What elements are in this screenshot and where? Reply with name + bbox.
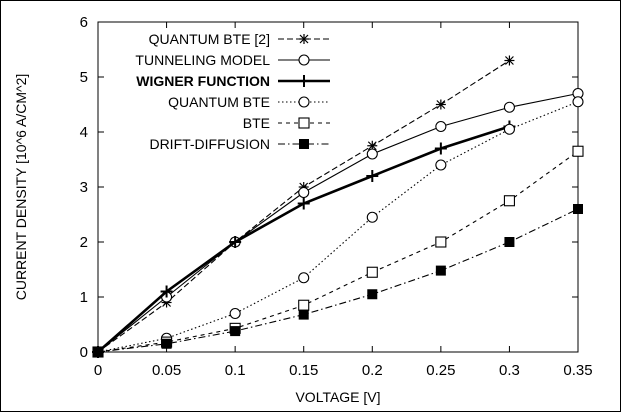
legend-label: BTE [243,115,270,131]
series-line [98,209,578,352]
y-axis-label: CURRENT DENSITY [10^6 A/CM^2] [13,74,29,301]
series-line [98,151,578,352]
x-tick-label: 0.35 [563,362,592,379]
legend-entry: DRIFT-DIFFUSION [149,136,330,152]
data-point-circle [504,124,514,134]
legend-label: WIGNER FUNCTION [136,73,270,89]
data-point-plus [298,198,310,210]
series-layer [92,56,583,359]
data-point-square-filled [94,348,103,357]
data-point-square-filled [300,140,309,149]
y-tick-labels: 0 1 2 3 4 5 6 [80,14,88,361]
x-tick-label: 0.25 [426,362,455,379]
data-point-square-filled [436,266,445,275]
data-point-circle [436,160,446,170]
x-tick-label: 0 [94,362,102,379]
data-point-star [299,34,309,44]
data-point-circle [230,309,240,319]
series-bte [93,146,583,357]
data-point-plus [298,75,310,87]
data-point-star [504,56,514,66]
data-point-plus [435,143,447,155]
data-point-square-filled [574,205,583,214]
data-point-circle [367,212,377,222]
data-point-square-open [299,118,309,128]
data-point-circle [504,102,514,112]
data-point-circle [299,188,309,198]
data-point-circle [299,273,309,283]
data-point-square-filled [299,310,308,319]
data-point-square-filled [231,327,240,336]
data-point-square-filled [505,238,514,247]
data-point-circle [573,97,583,107]
legend-entry: WIGNER FUNCTION [136,73,330,89]
data-point-circle [436,122,446,132]
y-tick-label: 4 [80,124,88,141]
data-point-square-open [367,267,377,277]
legend-label: DRIFT-DIFFUSION [149,136,270,152]
legend: QUANTUM BTE [2] TUNNELING MODEL WIGNER FUN… [135,31,330,152]
x-tick-label: 0.05 [152,362,181,379]
data-point-square-open [299,300,309,310]
data-point-square-open [504,196,514,206]
data-point-circle [299,55,309,65]
y-tick-label: 0 [80,344,88,361]
legend-label: QUANTUM BTE [168,94,270,110]
legend-entry: QUANTUM BTE [168,94,330,110]
legend-entry: BTE [243,115,330,131]
x-axis-label: VOLTAGE [V] [295,389,380,405]
y-tick-label: 2 [80,234,88,251]
x-tick-labels: 0 0.05 0.1 0.15 0.2 0.25 0.3 0.35 [94,362,593,379]
legend-entry: QUANTUM BTE [2] [149,31,330,47]
data-point-plus [366,170,378,182]
x-tick-label: 0.2 [362,362,383,379]
y-tick-label: 5 [80,69,88,86]
series-wigner-function [92,121,515,359]
legend-label: QUANTUM BTE [2] [149,31,270,47]
data-point-circle [299,97,309,107]
data-point-star [436,100,446,110]
data-point-square-open [573,146,583,156]
y-tick-label: 1 [80,289,88,306]
x-tick-label: 0.1 [225,362,246,379]
x-tick-label: 0.15 [289,362,318,379]
data-point-circle [367,149,377,159]
data-point-square-filled [368,290,377,299]
legend-label: TUNNELING MODEL [135,52,270,68]
data-point-square-open [436,237,446,247]
data-point-square-filled [162,339,171,348]
x-tick-label: 0.3 [499,362,520,379]
y-tick-label: 3 [80,179,88,196]
y-tick-label: 6 [80,14,88,31]
legend-entry: TUNNELING MODEL [135,52,330,68]
